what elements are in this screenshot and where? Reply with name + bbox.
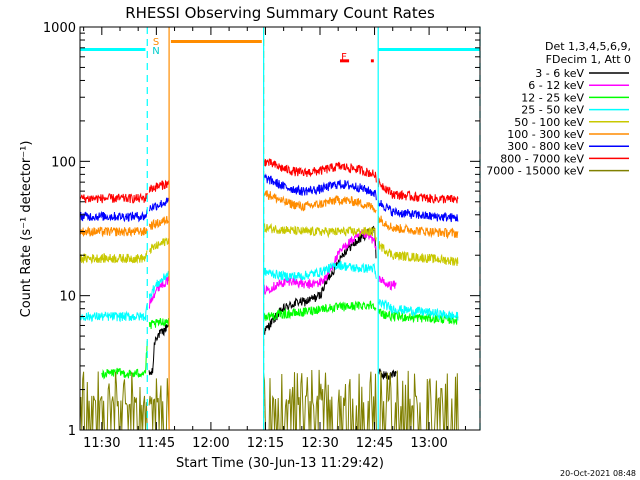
legend-label-3-6-kev: 3 - 6 keV	[535, 67, 584, 80]
legend-label-50-100-kev: 50 - 100 keV	[514, 116, 584, 129]
y-tick-label: 100	[51, 155, 76, 170]
legend-label-300-800-kev: 300 - 800 keV	[507, 140, 584, 153]
legend-label-25-50-kev: 25 - 50 keV	[521, 104, 584, 117]
x-tick-label: 13:00	[410, 436, 447, 451]
timestamp: 20-Oct-2021 08:48	[560, 469, 636, 478]
series-line-50-100-kev	[79, 222, 459, 267]
x-tick-label: 12:45	[356, 436, 393, 451]
x-tick-label: 12:15	[247, 436, 284, 451]
chart-title: RHESSI Observing Summary Count Rates	[125, 4, 435, 22]
night-label: N	[152, 46, 159, 57]
x-tick-label: 11:30	[83, 436, 120, 451]
series-line-12-25-kev	[101, 300, 459, 380]
x-tick-label: 11:45	[138, 436, 175, 451]
plot-frame	[79, 26, 481, 431]
series-6-12-kev	[148, 229, 397, 310]
x-tick-label: 12:30	[301, 436, 338, 451]
legend-label-6-12-kev: 6 - 12 keV	[528, 79, 584, 92]
flare-label: F	[341, 52, 347, 63]
y-tick-label: 10	[59, 290, 76, 305]
series-line-25-50-kev	[79, 261, 459, 323]
legend-header-line-2: FDecim 1, Att 0	[546, 53, 631, 66]
legend-label-7000-15000-kev: 7000 - 15000 keV	[486, 165, 584, 178]
y-tick-label: 1000	[43, 21, 76, 36]
legend-header-line-1: Det 1,3,4,5,6,9,	[545, 40, 631, 53]
series-25-50-kev	[79, 261, 459, 323]
series-line-300-800-kev	[79, 173, 459, 223]
series-line-100-300-kev	[79, 190, 459, 240]
series-line-6-12-kev	[148, 229, 397, 310]
series-800-7000-kev	[79, 158, 459, 204]
x-axis-label: Start Time (30-Jun-13 11:29:42)	[176, 456, 384, 471]
series-12-25-kev	[101, 300, 459, 380]
legend: Det 1,3,4,5,6,9, FDecim 1, Att 0 3 - 6 k…	[486, 40, 631, 178]
marker-layer	[80, 27, 481, 430]
legend-label-800-7000-kev: 800 - 7000 keV	[500, 152, 584, 165]
series-line-800-7000-kev	[79, 158, 459, 204]
series-100-300-kev	[79, 190, 459, 240]
x-axis: 11:30 11:45 12:00 12:15 12:30 12:45 13:00	[83, 27, 466, 451]
series-50-100-kev	[79, 222, 459, 267]
series-layer	[79, 158, 459, 431]
y-tick-label: 1	[68, 424, 76, 439]
series-300-800-kev	[79, 173, 459, 223]
saa-label: S	[153, 37, 159, 48]
legend-label-12-25-kev: 12 - 25 keV	[521, 91, 584, 104]
y-axis: 1 10 100 1000	[43, 21, 480, 439]
legend-label-100-300-kev: 100 - 300 keV	[507, 128, 584, 141]
x-tick-label: 12:00	[192, 436, 229, 451]
y-axis-label: Count Rate (s⁻¹ detector⁻¹)	[19, 141, 34, 318]
